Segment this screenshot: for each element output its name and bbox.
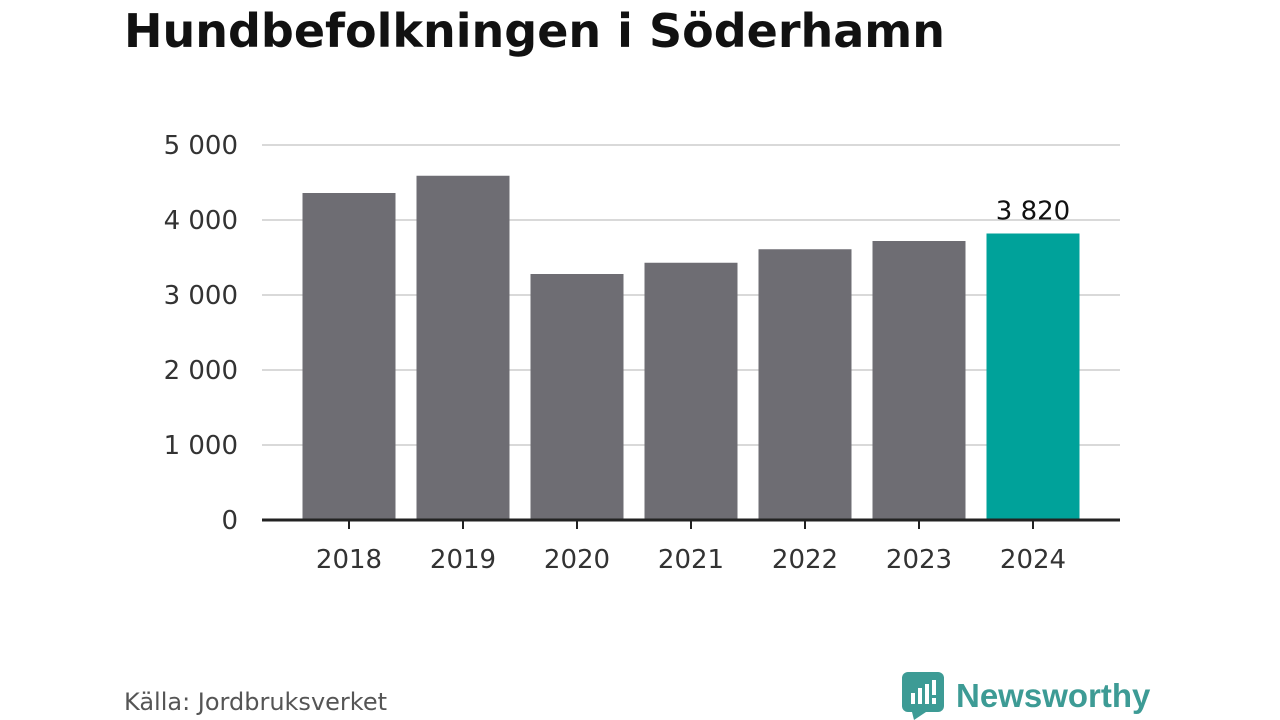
x-tick-label: 2024 bbox=[1000, 545, 1066, 575]
y-tick-label: 2 000 bbox=[164, 356, 238, 386]
y-tick-label: 4 000 bbox=[164, 206, 238, 236]
bar-2021 bbox=[644, 262, 738, 520]
y-axis-ticks: 0 1 000 2 000 3 000 4 000 5 000 bbox=[164, 131, 238, 536]
newsworthy-logo-icon bbox=[902, 672, 944, 720]
y-tick-label: 1 000 bbox=[164, 431, 238, 461]
bar-2019 bbox=[416, 175, 510, 520]
x-tick-label: 2020 bbox=[544, 545, 610, 575]
y-tick-label: 3 000 bbox=[164, 281, 238, 311]
x-tick-label: 2019 bbox=[430, 545, 496, 575]
brand-logo: Newsworthy bbox=[902, 672, 1150, 720]
bar-2024 bbox=[986, 233, 1080, 520]
x-tick-label: 2023 bbox=[886, 545, 952, 575]
source-note: Källa: Jordbruksverket bbox=[124, 688, 387, 716]
y-tick-label: 5 000 bbox=[164, 131, 238, 161]
x-tick-label: 2021 bbox=[658, 545, 724, 575]
chart-title: Hundbefolkningen i Söderhamn bbox=[124, 4, 945, 58]
y-tick-label: 0 bbox=[221, 506, 238, 536]
x-axis-ticks: 2018 2019 2020 2021 2022 2023 2024 bbox=[262, 518, 1120, 575]
data-labels: 3 820 bbox=[996, 197, 1070, 227]
x-tick-label: 2022 bbox=[772, 545, 838, 575]
bar-2022 bbox=[758, 249, 852, 520]
bar-2023 bbox=[872, 241, 966, 520]
brand-name: Newsworthy bbox=[956, 677, 1151, 714]
bar-2020 bbox=[530, 274, 624, 520]
bars bbox=[302, 175, 1080, 520]
bar-2018 bbox=[302, 193, 396, 520]
x-tick-label: 2018 bbox=[316, 545, 382, 575]
data-label-2024: 3 820 bbox=[996, 197, 1070, 227]
